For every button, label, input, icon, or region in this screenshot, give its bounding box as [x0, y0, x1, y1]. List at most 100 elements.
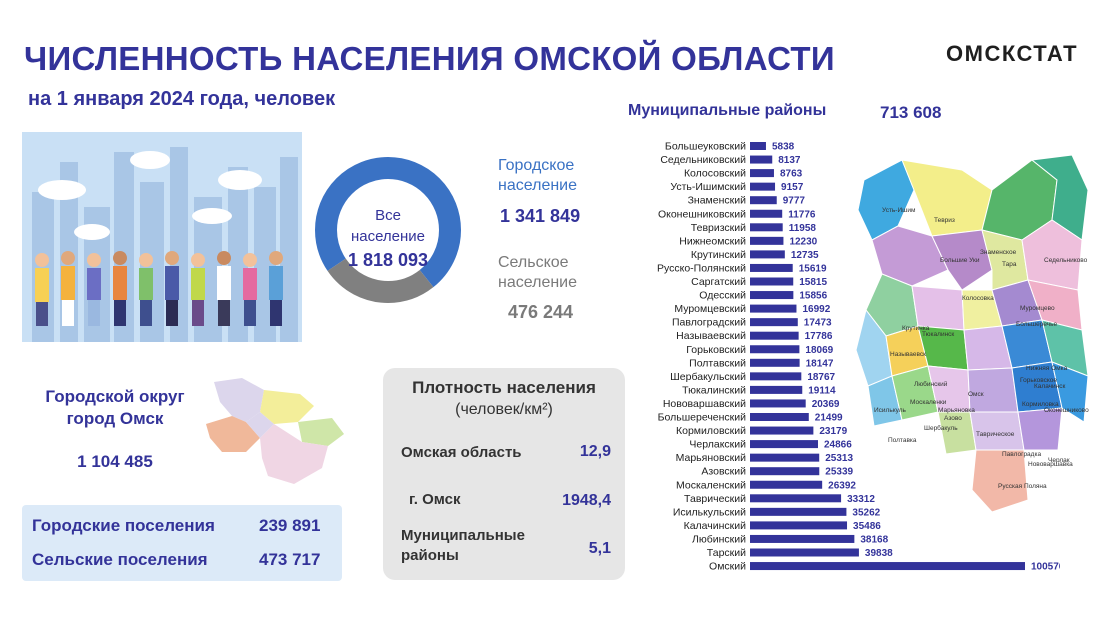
- district-value-label: 19114: [808, 385, 836, 396]
- district-bar: [750, 142, 766, 150]
- district-bar: [750, 426, 814, 435]
- map-place-label: Павлоградка: [1002, 451, 1041, 458]
- district-bar: [750, 453, 820, 462]
- district-bar: [750, 263, 793, 272]
- rural-population-label: Сельское население: [498, 254, 578, 291]
- map-place-label: Русская Поляна: [998, 483, 1047, 490]
- district-label: Усть-Ишимский: [670, 181, 746, 193]
- district-bar: [750, 182, 776, 191]
- map-place-label: Омск: [968, 391, 984, 398]
- district-label: Крутинский: [691, 249, 746, 261]
- omsk-city-map: [206, 378, 344, 484]
- district-bar: [750, 304, 797, 313]
- map-place-label: Нижняя Омка: [1026, 365, 1068, 372]
- district-label: Полтавский: [689, 357, 746, 369]
- district-label: Знаменский: [688, 195, 747, 207]
- urban-population-label: Городское население: [498, 157, 578, 194]
- urban-settlements-label: Городские поселения: [32, 516, 215, 535]
- district-value-label: 100576: [1031, 562, 1060, 573]
- urban-population-value: 1 341 849: [500, 206, 581, 226]
- district-bar: [750, 358, 800, 367]
- district-bar: [750, 169, 774, 178]
- district-bar: [750, 480, 823, 489]
- district-value-label: 15815: [799, 277, 827, 288]
- district-label: Саргатский: [691, 276, 746, 288]
- map-place-label: Оконешниково: [1044, 407, 1089, 414]
- map-place-label: Тевриз: [934, 217, 955, 224]
- district-label: Кормиловский: [676, 425, 746, 437]
- district-value-label: 11776: [788, 209, 816, 220]
- density-row-value: 1948,4: [562, 492, 611, 509]
- map-place-label: Большеречье: [1016, 321, 1058, 328]
- district-label: Колосовский: [684, 168, 746, 180]
- district-value-label: 5838: [772, 142, 795, 153]
- district-value-label: 18147: [806, 358, 834, 369]
- district-bar: [750, 413, 809, 421]
- district-bar: [750, 440, 818, 449]
- district-bar: [750, 345, 800, 354]
- district-label: Тевризский: [691, 222, 746, 234]
- map-place-label: Шербакуль: [924, 424, 958, 432]
- district-label: Нововаршавский: [663, 398, 746, 410]
- brand-logo: ОМСКСТАТ: [946, 41, 1079, 66]
- district-value-label: 15619: [799, 263, 827, 274]
- district-bar: [750, 385, 803, 394]
- urban-slice: [315, 157, 461, 303]
- district-value-label: 20369: [812, 399, 840, 410]
- district-value-label: 17786: [805, 331, 833, 342]
- rural-settlements-value: 473 717: [259, 550, 321, 569]
- density-row-name: Омская область: [401, 444, 522, 461]
- density-panel: Плотность населения (человек/км²) Омская…: [383, 368, 625, 580]
- district-label: Нижнеомский: [679, 235, 746, 247]
- district-value-label: 18767: [807, 372, 835, 383]
- district-value-label: 8137: [778, 155, 801, 166]
- district-bar: [750, 399, 806, 408]
- donut-center-label: Все население: [350, 207, 426, 245]
- omsk-city-title: Городской округ город Омск: [45, 387, 185, 428]
- district-label: Шербакульский: [670, 371, 746, 383]
- map-place-label: Таврическое: [976, 431, 1015, 438]
- density-row-value: 12,9: [579, 443, 611, 460]
- district-value-label: 26392: [828, 480, 856, 491]
- district-label: Тюкалинский: [682, 384, 746, 396]
- district-label: Любинский: [692, 533, 746, 545]
- district-bar: [750, 250, 785, 259]
- population-donut-chart: [315, 157, 461, 303]
- density-row-name: Муниципальные районы: [401, 527, 525, 564]
- map-place-label: Усть-Ишим: [882, 207, 916, 214]
- page-subtitle: на 1 января 2024 года, человек: [28, 88, 336, 110]
- district-bar: [750, 209, 783, 218]
- district-bar: [750, 277, 794, 286]
- district-label: Русско-Полянский: [657, 262, 746, 274]
- omsk-city-value: 1 104 485: [77, 452, 153, 471]
- map-place-label: Называевск: [890, 351, 926, 358]
- district-bar: [750, 236, 784, 245]
- map-place-label: Седельниково: [1044, 257, 1088, 264]
- page-title: ЧИСЛЕННОСТЬ НАСЕЛЕНИЯ ОМСКОЙ ОБЛАСТИ: [24, 40, 835, 77]
- map-place-label: Знаменское: [980, 249, 1017, 256]
- district-value-label: 25313: [825, 453, 853, 464]
- district-value-label: 21499: [815, 413, 843, 424]
- district-label: Азовский: [701, 466, 746, 478]
- map-place-label: Нововаршавка: [1028, 461, 1073, 468]
- district-label: Калачинский: [684, 520, 747, 532]
- district-label: Марьяновский: [676, 452, 747, 464]
- map-place-label: Горьковское: [1020, 377, 1057, 384]
- district-label: Тарский: [707, 547, 746, 559]
- density-title: Плотность населения: [412, 378, 596, 397]
- district-label: Большереченский: [658, 412, 747, 424]
- district-value-label: 25339: [825, 467, 853, 478]
- map-place-label: Крутинка: [902, 325, 930, 332]
- people-illustration: [22, 132, 302, 342]
- district-bar: [750, 494, 842, 503]
- district-bar: [750, 331, 799, 340]
- district-value-label: 35486: [853, 521, 881, 532]
- district-value-label: 9157: [781, 182, 804, 193]
- district-value-label: 11958: [789, 223, 817, 234]
- urban-settlements-value: 239 891: [259, 516, 321, 535]
- rural-settlements-label: Сельские поселения: [32, 550, 208, 569]
- district-value-label: 17473: [804, 318, 832, 329]
- district-bar: [750, 548, 859, 557]
- district-value-label: 18069: [805, 345, 833, 356]
